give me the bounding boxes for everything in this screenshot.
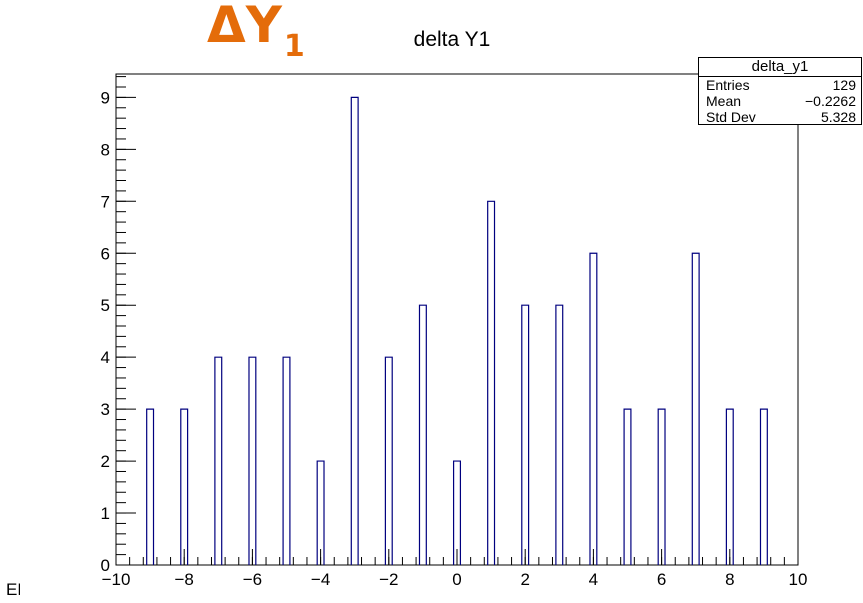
x-tick-label: −8 — [175, 570, 194, 589]
x-tick-label: −4 — [311, 570, 330, 589]
stats-row-stddev: Std Dev 5.328 — [699, 109, 861, 125]
delta-subscript: 1 — [283, 29, 305, 64]
y-tick-label: 7 — [101, 192, 110, 211]
histogram-bar — [521, 304, 530, 565]
y-tick-label: 0 — [101, 556, 110, 575]
x-tick-label: −10 — [102, 570, 131, 589]
y-tick-label: 2 — [101, 452, 110, 471]
chart-title: delta Y1 — [414, 28, 491, 51]
histogram-bar — [350, 96, 359, 565]
x-axis: −10 −8 −6 −4 −2 0 2 4 6 8 10 — [102, 549, 808, 589]
y-tick-label: 8 — [101, 140, 110, 159]
y-axis: 0 1 2 3 4 5 6 7 8 9 — [101, 76, 136, 575]
histogram-bar — [555, 304, 564, 565]
histogram-bar — [418, 304, 427, 565]
x-tick-label: 10 — [789, 570, 808, 589]
histogram-bar — [759, 408, 768, 565]
histogram-bar — [657, 408, 666, 565]
stats-box: delta_y1 Entries 129 Mean −0.2262 Std De… — [698, 57, 862, 125]
x-tick-label: 2 — [520, 570, 529, 589]
y-tick-label: 9 — [101, 88, 110, 107]
stats-value: 129 — [832, 77, 856, 93]
histogram-bar — [384, 356, 393, 565]
x-tick-label: 0 — [452, 570, 461, 589]
y-tick-label: 4 — [101, 348, 110, 367]
histogram-bar — [589, 252, 598, 565]
stats-value: −0.2262 — [805, 93, 856, 109]
x-tick-label: 8 — [725, 570, 734, 589]
y-tick-label: 1 — [101, 504, 110, 523]
stats-row-mean: Mean −0.2262 — [699, 93, 861, 109]
stats-label: Mean — [706, 93, 742, 109]
histogram-bar — [452, 460, 462, 565]
histogram-bar — [146, 408, 155, 565]
histogram-bar — [623, 408, 632, 565]
x-tick-label: 6 — [657, 570, 666, 589]
stats-row-entries: Entries 129 — [699, 77, 861, 93]
plot-frame — [115, 73, 799, 566]
x-tick-label: −6 — [243, 570, 262, 589]
delta-y1-overlay-label: ΔY1 — [207, 0, 305, 62]
x-tick-label: 4 — [589, 570, 598, 589]
histogram-bar — [691, 252, 700, 565]
histogram-bar — [725, 408, 734, 565]
bars-group — [146, 96, 768, 565]
histogram-bar — [180, 408, 189, 565]
histogram-bar — [282, 356, 291, 565]
histogram-bar — [487, 200, 496, 565]
delta-symbol: ΔY — [207, 0, 282, 54]
y-tick-label: 3 — [101, 400, 110, 419]
corner-cut-text: EF — [6, 580, 20, 599]
stats-box-title: delta_y1 — [699, 58, 861, 77]
stats-label: Std Dev — [706, 109, 756, 125]
stats-value: 5.328 — [820, 109, 856, 125]
histogram-bar — [214, 356, 223, 565]
histogram-bar — [248, 356, 257, 565]
x-tick-label: −2 — [379, 570, 398, 589]
stats-label: Entries — [706, 77, 750, 93]
y-tick-label: 6 — [101, 244, 110, 263]
histogram-bar — [316, 460, 325, 565]
y-tick-label: 5 — [101, 296, 110, 315]
